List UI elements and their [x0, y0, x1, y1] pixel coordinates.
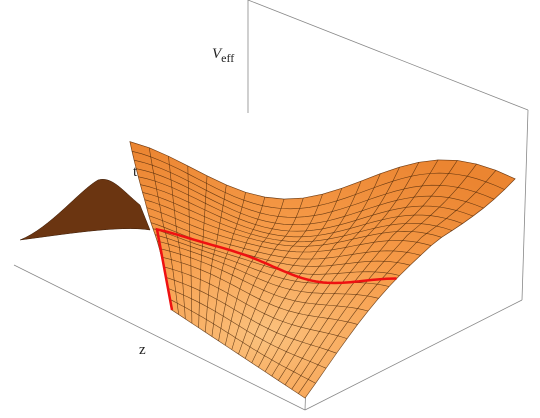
mesh-line [264, 167, 400, 372]
mesh-line [238, 194, 323, 355]
surface-shade [130, 141, 515, 398]
surface-underside [19, 179, 151, 241]
z-axis-label: Veff [212, 46, 234, 65]
z-label-sub: eff [221, 51, 234, 65]
z-label-main: V [212, 46, 223, 62]
mesh-line [271, 162, 420, 377]
surface [129, 141, 516, 399]
mesh-line [138, 176, 474, 232]
mesh-line [291, 163, 477, 390]
y-axis-label: t [133, 164, 138, 180]
mesh-line [132, 151, 505, 210]
mesh-line [278, 159, 439, 381]
mesh-line [144, 199, 442, 247]
mesh-line [251, 181, 362, 363]
mesh-line [142, 192, 453, 243]
mesh-line [244, 188, 343, 359]
mesh-line [140, 184, 463, 238]
curve [155, 227, 397, 311]
mesh-line [134, 159, 495, 218]
x-axis-label: z [139, 342, 146, 358]
mesh-line [284, 160, 458, 385]
mesh-line [136, 168, 484, 226]
mesh-line [298, 170, 497, 394]
mesh-line [258, 173, 381, 368]
mesh-line [146, 207, 432, 253]
mesh-line [148, 215, 421, 260]
